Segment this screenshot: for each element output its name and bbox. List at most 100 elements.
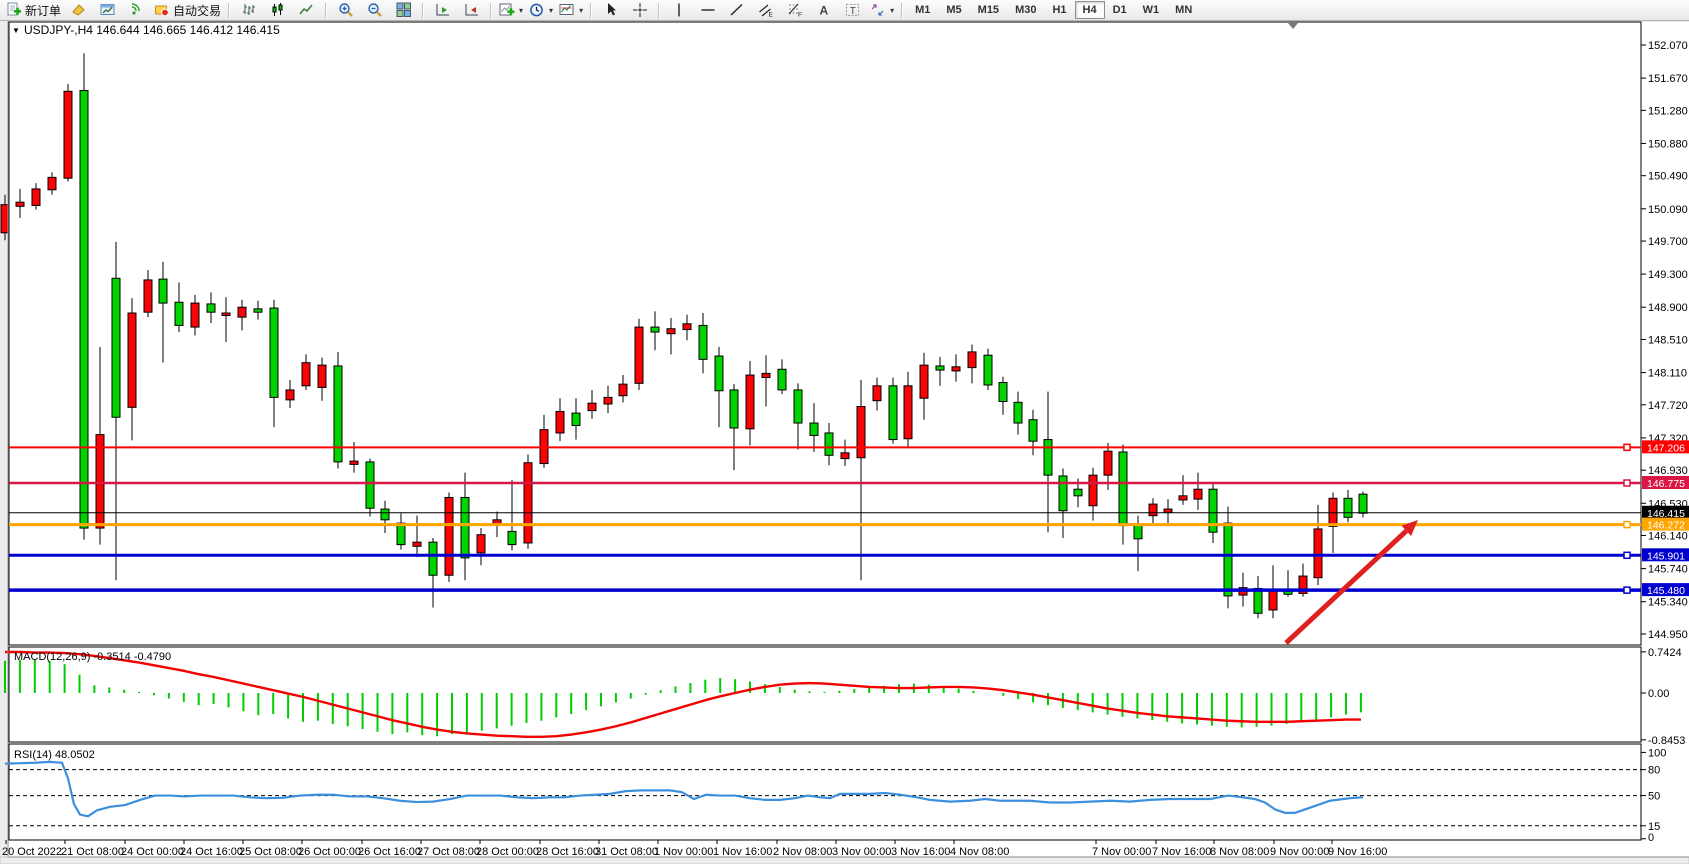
line-drag-handle[interactable] — [1623, 586, 1631, 594]
line-drag-handle[interactable] — [1623, 479, 1631, 487]
candle — [840, 439, 850, 467]
candle — [476, 528, 486, 566]
trendline-button[interactable] — [722, 1, 751, 20]
auto-scroll-button[interactable] — [428, 1, 457, 20]
price-axis[interactable]: 152.070 151.670 151.280 150.880 150.490 150.0… — [1641, 40, 1688, 641]
candle-body — [1103, 450, 1113, 476]
macd-panel[interactable]: MACD(12,26,9) -0.3514 -0.4790 0.7424 0.00 -… — [4, 647, 1685, 747]
candle-body — [761, 372, 771, 379]
zoom-in-button[interactable] — [331, 1, 360, 20]
line-chart-button[interactable] — [292, 1, 321, 20]
chart-shift-marker[interactable] — [1288, 23, 1298, 29]
price-axis-label: 148.510 — [1648, 334, 1688, 346]
timeframe-mn-button[interactable]: MN — [1175, 4, 1193, 16]
candle — [95, 346, 105, 545]
chevron-down-icon[interactable]: ▾ — [519, 5, 524, 15]
trend-arrow-head[interactable] — [1401, 520, 1418, 537]
price-tag-label: 146.272 — [1647, 520, 1685, 532]
time-axis-label: 21 Oct 08:00 — [61, 846, 124, 858]
horizontal-scrollbar[interactable] — [0, 856, 1689, 864]
price-axis-label: 151.670 — [1648, 73, 1688, 85]
arrows-button[interactable]: ▾ — [867, 1, 897, 20]
chevron-down-icon[interactable]: ▾ — [549, 5, 554, 15]
channel-button[interactable]: E — [751, 1, 780, 20]
time-axis-label: 27 Oct 08:00 — [417, 846, 480, 858]
candle-body — [127, 312, 137, 408]
timeframe-w1-button[interactable]: W1 — [1142, 4, 1160, 16]
candles — [0, 53, 1368, 619]
chart-window-button[interactable] — [93, 1, 122, 20]
bar-chart-button[interactable] — [234, 1, 263, 20]
new-order-button[interactable]: 新订单 — [3, 1, 64, 20]
candle — [0, 194, 10, 241]
candle-body — [745, 374, 755, 430]
price-axis-label: 149.700 — [1648, 236, 1688, 248]
candle-body — [856, 405, 866, 459]
indicators-button[interactable]: ▾ — [496, 1, 526, 20]
candle — [127, 298, 137, 441]
horizontal-line-button[interactable] — [693, 1, 722, 20]
quote-wedge-button[interactable] — [64, 1, 93, 20]
crosshair-button[interactable] — [625, 1, 654, 20]
price-axis-label: 145.340 — [1648, 597, 1688, 609]
cursor-button[interactable] — [596, 1, 625, 20]
candle — [761, 355, 771, 407]
line-drag-handle[interactable] — [1623, 551, 1631, 560]
chevron-down-icon[interactable]: ▾ — [890, 5, 895, 15]
timeframe-m5-button[interactable]: M5 — [946, 4, 962, 16]
text-label-button[interactable]: T — [838, 1, 867, 20]
candle — [47, 172, 57, 195]
auto-trading-button[interactable]: 自动交易 — [151, 1, 224, 20]
signal-button[interactable] — [122, 1, 151, 20]
timeframe-h4-button[interactable]: H4 — [1074, 1, 1105, 19]
candle — [666, 317, 676, 355]
tile-windows-button[interactable] — [389, 1, 418, 20]
candle-body — [603, 396, 613, 405]
candle-body — [174, 301, 184, 326]
zoom-out-button[interactable] — [360, 1, 389, 20]
line-drag-handle[interactable] — [1623, 443, 1631, 452]
periods-button[interactable]: ▾ — [526, 1, 556, 20]
rsi-panel[interactable]: RSI(14) 48.0502 100 80 50 150 — [4, 747, 1666, 844]
timeframe-m15-button[interactable]: M15 — [977, 4, 1000, 16]
time-axis-label: 1 Nov 00:00 — [654, 846, 713, 858]
quote-wedge-icon — [71, 4, 85, 16]
candle-body — [1268, 589, 1278, 611]
candlestick-button[interactable] — [263, 1, 292, 20]
chevron-down-icon[interactable]: ▾ — [579, 5, 584, 15]
timeframe-m30-button[interactable]: M30 — [1015, 4, 1037, 16]
candle-body — [919, 364, 929, 399]
chart-shift-button[interactable] — [457, 1, 486, 20]
candle — [523, 454, 533, 549]
fibonacci-button[interactable]: F — [780, 1, 809, 20]
candle-body — [95, 434, 105, 529]
timeframe-d1-button[interactable]: D1 — [1112, 4, 1127, 16]
candle-body — [1298, 575, 1308, 594]
text-button[interactable]: A — [809, 1, 838, 20]
time-axis-label: 1 Nov 16:00 — [713, 846, 772, 858]
timeframe-m1-button[interactable]: M1 — [915, 4, 931, 16]
templates-button[interactable]: ▾ — [556, 1, 586, 20]
trend-arrow-line[interactable] — [1284, 529, 1408, 645]
price-axis-label: 148.110 — [1648, 368, 1687, 380]
periods-icon — [530, 3, 543, 17]
candle — [650, 311, 660, 351]
line-drag-handle[interactable] — [1623, 520, 1631, 529]
candle-body — [824, 432, 834, 456]
price-tag-label: 146.415 — [1647, 508, 1685, 520]
candle-body — [1193, 488, 1203, 500]
timeframe-h1-button[interactable]: H1 — [1052, 4, 1067, 16]
auto-scroll-icon — [436, 4, 449, 16]
candle-body — [618, 383, 628, 397]
price-tag-label: 147.206 — [1647, 442, 1685, 454]
price-tag-label: 145.480 — [1647, 585, 1685, 597]
price-axis-label: 146.930 — [1648, 465, 1688, 477]
candle-body — [1118, 451, 1128, 527]
vertical-line-button[interactable] — [664, 1, 693, 20]
candle-body — [872, 385, 882, 402]
chart-shift-icon — [465, 4, 478, 16]
price-axis-label: 149.300 — [1648, 269, 1688, 281]
candle — [317, 357, 327, 401]
